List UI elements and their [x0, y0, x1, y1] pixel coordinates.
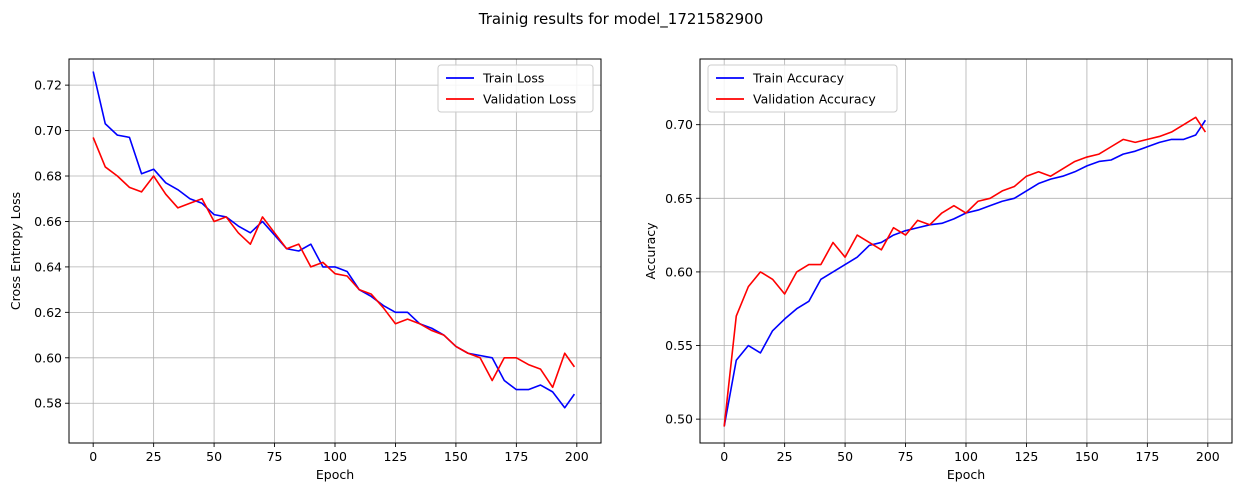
series-line-validation	[92, 137, 576, 389]
y-tick-label: 0.72	[34, 78, 62, 93]
y-tick-label: 0.68	[34, 169, 62, 184]
y-tick-label: 0.70	[34, 123, 62, 138]
x-axis-label: Epoch	[316, 467, 354, 482]
x-tick-label: 50	[837, 449, 853, 464]
y-tick-label: 0.50	[665, 412, 693, 427]
loss-plot: 0 25 50 75 100 125 150 175 200 0.58 0.60 0.62 0.64 0.…	[8, 58, 602, 482]
x-tick-label: 175	[1135, 449, 1159, 464]
legend-box	[707, 64, 898, 113]
x-tick-label: 200	[565, 449, 589, 464]
x-tick-label: 150	[1075, 449, 1099, 464]
x-tick-label: 50	[206, 449, 222, 464]
legend: Train Accuracy Validation Accuracy	[707, 64, 898, 113]
legend-label: Validation Loss	[483, 92, 576, 107]
x-tick-label: 100	[323, 449, 347, 464]
y-tick-label: 0.70	[665, 117, 693, 132]
legend-label: Train Loss	[482, 71, 544, 86]
legend-label: Train Accuracy	[752, 71, 845, 86]
x-axis-label: Epoch	[947, 467, 985, 482]
x-tick-label: 175	[504, 449, 528, 464]
x-tick-label: 125	[1015, 449, 1039, 464]
x-tick-label: 100	[954, 449, 978, 464]
x-tick-label: 0	[89, 449, 97, 464]
accuracy-plot: 0 25 50 75 100 125 150 175 200 0.50 0.55 0.60 0.65 0.…	[643, 58, 1233, 482]
x-tick-label: 75	[267, 449, 283, 464]
series-line-validation	[723, 116, 1207, 427]
x-tick-label: 75	[898, 449, 914, 464]
figure-title: Trainig results for model_1721582900	[478, 10, 764, 29]
y-tick-label: 0.60	[665, 264, 693, 279]
y-tick-label: 0.64	[34, 259, 62, 274]
x-tick-label: 150	[444, 449, 468, 464]
x-tick-label: 25	[777, 449, 793, 464]
legend-label: Validation Accuracy	[753, 92, 876, 107]
y-tick-label: 0.65	[665, 191, 693, 206]
y-tick-label: 0.66	[34, 214, 62, 229]
y-axis-label: Cross Entropy Loss	[8, 192, 23, 310]
x-tick-label: 200	[1196, 449, 1220, 464]
x-tick-label: 25	[146, 449, 162, 464]
y-tick-label: 0.60	[34, 350, 62, 365]
x-tick-label: 0	[720, 449, 728, 464]
y-tick-label: 0.55	[665, 338, 693, 353]
series-line-train	[92, 71, 576, 409]
y-tick-label: 0.62	[34, 305, 62, 320]
y-axis-label: Accuracy	[643, 222, 658, 280]
legend-box	[437, 64, 594, 113]
x-tick-label: 125	[384, 449, 408, 464]
y-tick-label: 0.58	[34, 396, 62, 411]
legend: Train Loss Validation Loss	[437, 64, 594, 113]
